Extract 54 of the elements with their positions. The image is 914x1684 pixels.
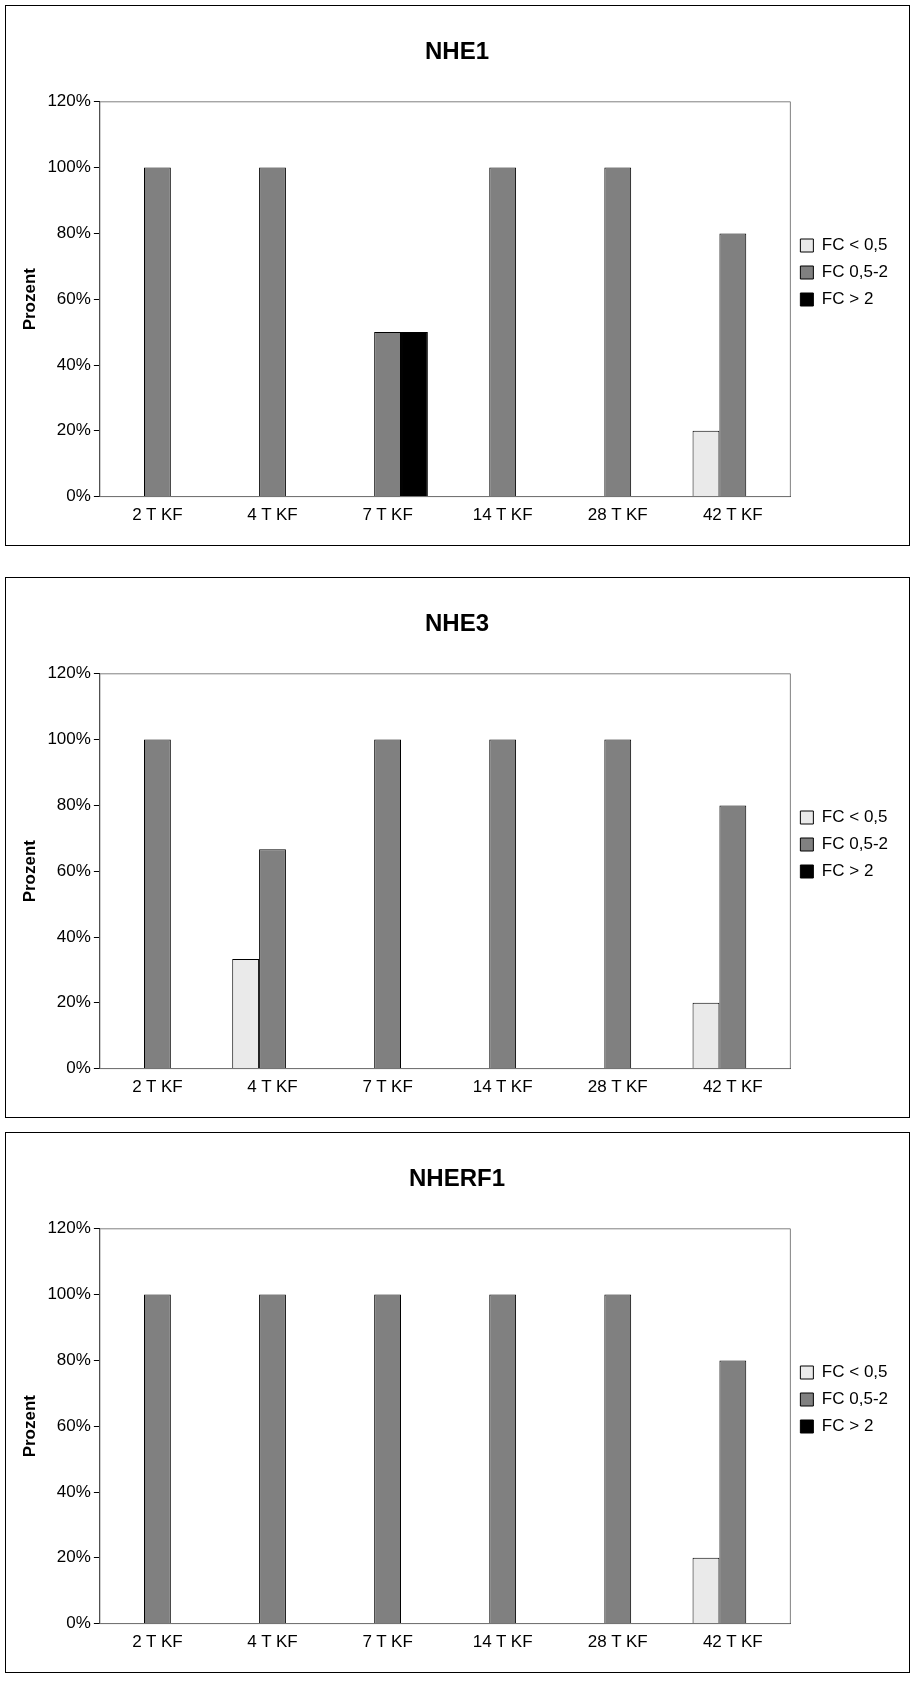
- y-tick-label: 80%: [56, 223, 91, 243]
- y-tick-label: 100%: [47, 1284, 91, 1304]
- legend-label: FC > 2: [821, 1416, 874, 1436]
- y-tick-label: 60%: [56, 1415, 91, 1435]
- x-tick-label: 14 T KF: [472, 505, 533, 525]
- x-tick-label: 28 T KF: [587, 505, 648, 525]
- chart-title: NHE1: [424, 37, 490, 65]
- legend-label: FC < 0,5: [821, 235, 888, 255]
- x-tick-label: 7 T KF: [362, 1632, 413, 1652]
- y-axis-title: Prozent: [19, 839, 39, 903]
- x-tick-label: 7 T KF: [362, 505, 413, 525]
- y-tick-label: 40%: [56, 354, 91, 374]
- y-tick-label: 80%: [56, 795, 91, 815]
- x-tick-label: 28 T KF: [587, 1077, 648, 1097]
- y-axis-title: Prozent: [19, 1394, 39, 1458]
- y-tick-label: 80%: [56, 1350, 91, 1370]
- x-tick-label: 2 T KF: [132, 505, 183, 525]
- y-tick-label: 0%: [66, 486, 91, 506]
- y-tick-label: 100%: [47, 729, 91, 749]
- y-tick-label: 120%: [47, 91, 91, 111]
- x-tick-label: 2 T KF: [132, 1632, 183, 1652]
- x-tick-label: 4 T KF: [247, 1077, 298, 1097]
- x-tick-label: 42 T KF: [702, 505, 763, 525]
- y-tick-label: 120%: [47, 1218, 91, 1238]
- x-tick-label: 14 T KF: [472, 1632, 533, 1652]
- chart-title: NHERF1: [408, 1164, 506, 1192]
- x-tick-label: 4 T KF: [247, 1632, 298, 1652]
- legend-label: FC < 0,5: [821, 807, 888, 827]
- x-tick-label: 42 T KF: [702, 1632, 763, 1652]
- x-tick-label: 7 T KF: [362, 1077, 413, 1097]
- y-tick-label: 60%: [56, 860, 91, 880]
- x-tick-label: 42 T KF: [702, 1077, 763, 1097]
- x-tick-label: 2 T KF: [132, 1077, 183, 1097]
- y-tick-label: 20%: [56, 992, 91, 1012]
- y-tick-label: 40%: [56, 926, 91, 946]
- y-tick-label: 120%: [47, 663, 91, 683]
- x-tick-label: 28 T KF: [587, 1632, 648, 1652]
- y-tick-label: 0%: [66, 1058, 91, 1078]
- legend-label: FC < 0,5: [821, 1362, 888, 1382]
- legend-label: FC 0,5-2: [821, 262, 889, 282]
- legend-label: FC 0,5-2: [821, 834, 889, 854]
- y-tick-label: 40%: [56, 1481, 91, 1501]
- legend-label: FC > 2: [821, 289, 874, 309]
- y-axis-title: Prozent: [19, 267, 39, 331]
- x-tick-label: 14 T KF: [472, 1077, 533, 1097]
- y-tick-label: 20%: [56, 420, 91, 440]
- legend-label: FC 0,5-2: [821, 1389, 889, 1409]
- chart-title: NHE3: [424, 609, 490, 637]
- x-tick-label: 4 T KF: [247, 505, 298, 525]
- y-tick-label: 0%: [66, 1613, 91, 1633]
- y-tick-label: 60%: [56, 288, 91, 308]
- y-tick-label: 100%: [47, 157, 91, 177]
- legend-label: FC > 2: [821, 861, 874, 881]
- y-tick-label: 20%: [56, 1547, 91, 1567]
